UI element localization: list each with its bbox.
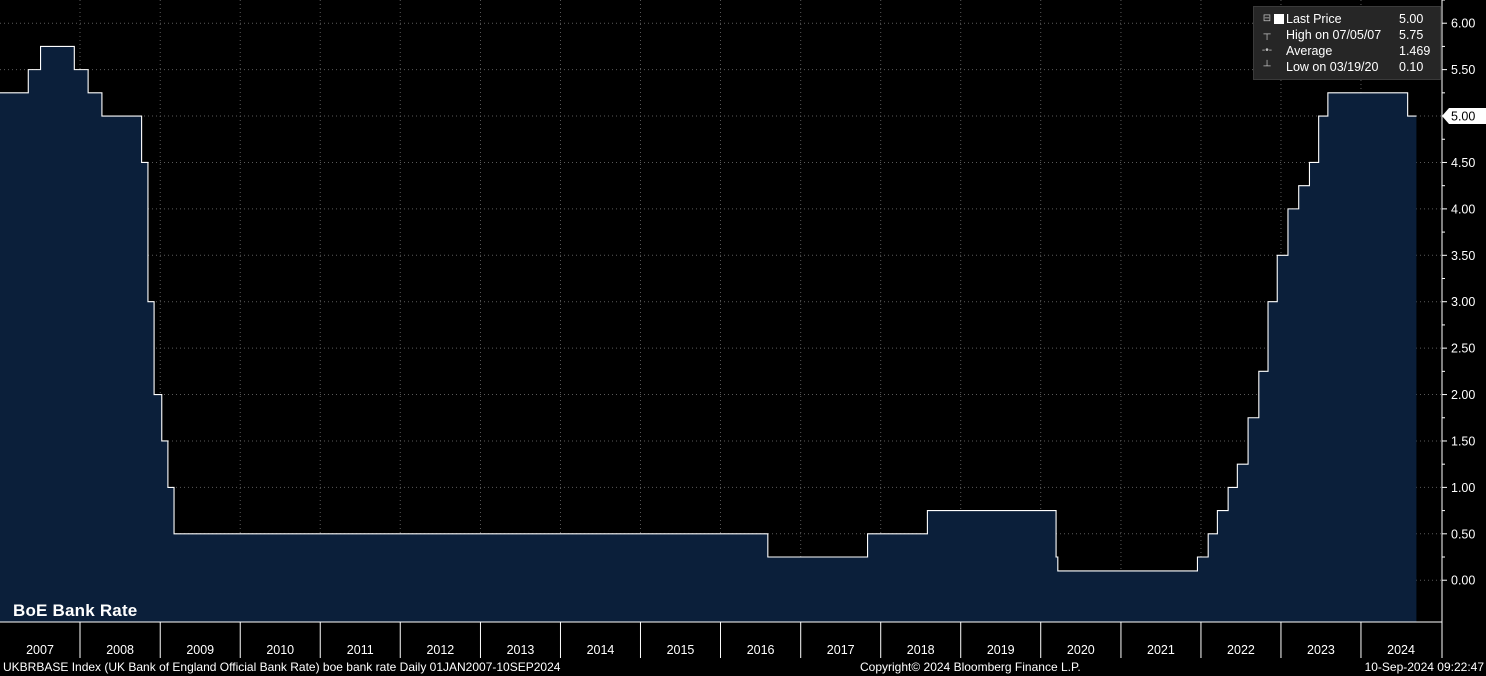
rate-step-line	[0, 45, 1417, 572]
y-tick-label: 0.00	[1451, 574, 1475, 588]
low-marker-icon: ┴	[1263, 61, 1271, 72]
y-tick-label: 1.00	[1451, 481, 1475, 495]
y-tick-label: 6.00	[1451, 17, 1475, 31]
x-tick-label: 2016	[747, 643, 775, 657]
high-marker-icon: ┬	[1263, 29, 1271, 40]
last-value-badge: 5.00	[1442, 108, 1486, 125]
y-tick-label: 5.50	[1451, 63, 1475, 77]
square-icon	[1274, 14, 1284, 24]
footer-bar: UKBRBASE Index (UK Bank of England Offic…	[0, 658, 1486, 676]
x-tick-label: 2007	[26, 643, 54, 657]
average-marker-icon: -•-	[1261, 45, 1273, 56]
x-tick-label: 2010	[266, 643, 294, 657]
x-tick-label: 2012	[426, 643, 454, 657]
x-axis: 2007 2008 2009 2010 2011 2012 2013 2014 2015 2016…	[0, 621, 1442, 658]
x-tick-label: 2015	[667, 643, 695, 657]
line-layer	[0, 45, 1417, 572]
y-tick-label: 2.50	[1451, 342, 1475, 356]
x-tick-label: 2018	[907, 643, 935, 657]
y-tick-label: 2.00	[1451, 388, 1475, 402]
x-tick-label: 2009	[186, 643, 214, 657]
last-value-badge-label: 5.00	[1451, 110, 1475, 124]
footer-timestamp: 10-Sep-2024 09:22:47	[1364, 660, 1484, 674]
y-tick-label: 4.50	[1451, 156, 1475, 170]
legend-row-average[interactable]: -•- Average 1.469	[1254, 43, 1440, 59]
legend-label: High on 07/05/07	[1286, 28, 1382, 42]
y-tick-label: 3.50	[1451, 249, 1475, 263]
x-tick-label: 2017	[827, 643, 855, 657]
legend-label: Last Price	[1286, 12, 1342, 26]
last-value-badge-shape	[1442, 108, 1486, 125]
y-tick-label: 4.00	[1451, 202, 1475, 216]
x-tick-label: 2024	[1387, 643, 1415, 657]
footer-ticker-description: UKBRBASE Index (UK Bank of England Offic…	[3, 660, 561, 674]
x-tick-label: 2023	[1307, 643, 1335, 657]
legend-value: 5.00	[1399, 12, 1424, 26]
y-tick-label: 0.50	[1451, 527, 1475, 541]
x-tick-label: 2013	[507, 643, 535, 657]
y-tick-label: 3.00	[1451, 295, 1475, 309]
y-axis: 0.00 0.50 1.00 1.50 2.00 2.50 3.00 3.50 4.00 4.50…	[1441, 0, 1475, 658]
x-tick-label: 2011	[347, 643, 374, 657]
legend-box[interactable]: ⊟ Last Price 5.00 ┬ High on 07/05/07 5.7…	[1253, 6, 1441, 80]
legend-row-low[interactable]: ┴ Low on 03/19/20 0.10	[1254, 59, 1440, 75]
y-tick-label: 1.50	[1451, 434, 1475, 448]
x-tick-label: 2021	[1147, 643, 1175, 657]
footer-copyright: Copyright© 2024 Bloomberg Finance L.P.	[860, 660, 1081, 674]
legend-value: 5.75	[1399, 28, 1424, 42]
chart-title: BoE Bank Rate	[13, 601, 138, 620]
x-tick-label: 2020	[1067, 643, 1095, 657]
x-tick-label: 2022	[1227, 643, 1255, 657]
x-tick-label: 2008	[106, 643, 134, 657]
legend-row-high[interactable]: ┬ High on 07/05/07 5.75	[1254, 27, 1440, 43]
x-tick-label: 2014	[587, 643, 615, 657]
legend-value: 1.469	[1399, 44, 1431, 58]
legend-label: Average	[1286, 44, 1333, 58]
x-tick-label: 2019	[987, 643, 1015, 657]
legend-label: Low on 03/19/20	[1286, 60, 1379, 74]
legend-value: 0.10	[1399, 60, 1424, 74]
rate-area-fill	[0, 46, 1417, 623]
legend-row-last-price[interactable]: ⊟ Last Price 5.00	[1254, 11, 1440, 27]
collapse-box-icon[interactable]: ⊟	[1262, 13, 1272, 24]
area-layer	[0, 46, 1417, 623]
